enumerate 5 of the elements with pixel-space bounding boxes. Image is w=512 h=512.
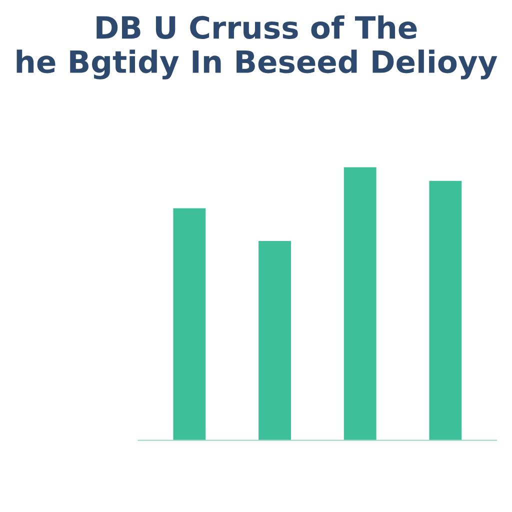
bar	[173, 208, 206, 440]
bar	[344, 167, 376, 440]
bar	[429, 180, 462, 440]
bar	[258, 240, 291, 440]
chart-title: DB U Crruss of The he Bgtidy In Beseed Delioyy	[16, 15, 498, 80]
